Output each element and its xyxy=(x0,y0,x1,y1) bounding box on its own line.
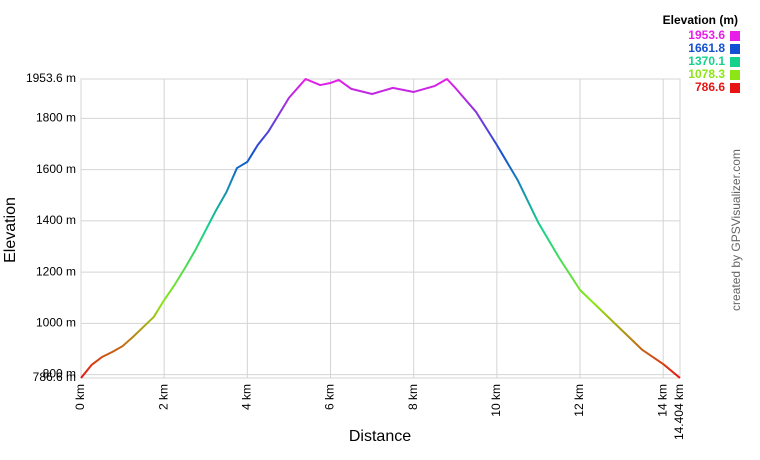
legend-swatch xyxy=(730,57,740,67)
y-tick-label: 1400 m xyxy=(36,213,76,227)
legend-label: 1370.1 xyxy=(688,54,725,68)
legend-title: Elevation (m) xyxy=(663,13,738,27)
y-tick-label: 800 m xyxy=(43,367,76,381)
x-tick-label: 14 km xyxy=(655,384,669,417)
y-axis-title: Elevation xyxy=(2,197,19,263)
legend-swatch xyxy=(730,70,740,80)
legend-label: 1078.3 xyxy=(688,67,725,81)
x-tick-label: 0 km xyxy=(73,384,87,410)
y-tick-label: 1800 m xyxy=(36,111,76,125)
x-tick-label: 10 km xyxy=(489,384,503,417)
legend-swatch xyxy=(730,31,740,41)
y-tick-label: 786.6 m xyxy=(33,370,76,384)
legend-label: 1953.6 xyxy=(688,28,725,42)
legend-label: 1661.8 xyxy=(688,41,725,55)
plot-frame xyxy=(80,78,681,379)
x-axis-title: Distance xyxy=(349,428,411,445)
legend-label: 786.6 xyxy=(695,80,725,94)
y-tick-label: 1200 m xyxy=(36,264,76,278)
x-tick-label: 12 km xyxy=(572,384,586,417)
x-tick-label: 6 km xyxy=(323,384,337,410)
x-tick-label: 4 km xyxy=(240,384,254,410)
legend-swatch xyxy=(730,44,740,54)
legend-swatch xyxy=(730,83,740,93)
elevation-line xyxy=(80,78,681,379)
x-tick-label: 8 km xyxy=(406,384,420,410)
y-tick-label: 1600 m xyxy=(36,162,76,176)
y-tick-label: 1000 m xyxy=(36,315,76,329)
x-tick-label: 14.404 km xyxy=(672,384,686,440)
credit: created by GPSVisualizer.com xyxy=(729,149,743,311)
y-tick-label: 1953.6 m xyxy=(26,71,76,85)
x-tick-label: 2 km xyxy=(156,384,170,410)
